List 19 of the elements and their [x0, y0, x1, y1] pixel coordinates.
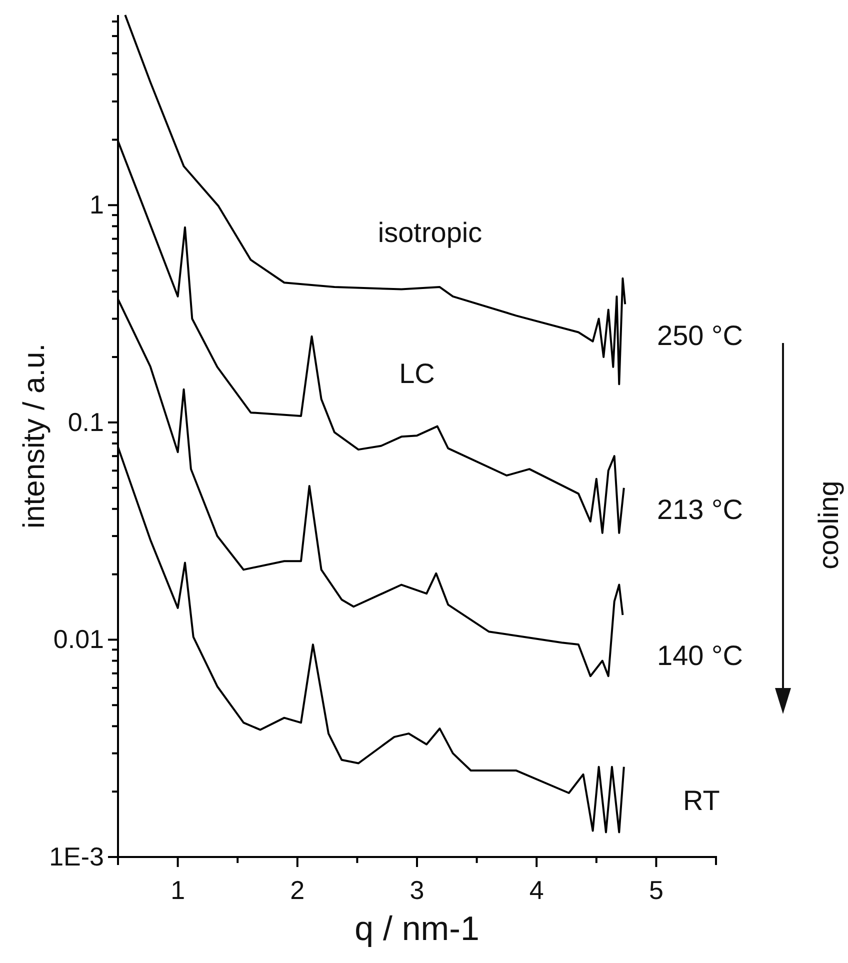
y-tick-label: 0.1 [68, 406, 104, 437]
annotation: isotropic [378, 216, 482, 248]
text: cooling [812, 480, 844, 570]
series-label: 140 °C [657, 640, 743, 671]
annotation: LC [399, 358, 435, 389]
series-label: 213 °C [657, 494, 743, 525]
x-tick-label: 2 [290, 875, 305, 906]
x-tick-label: 4 [529, 875, 544, 906]
x-axis-title: q / nm-1 [354, 910, 480, 948]
y-tick-label: 0.01 [53, 624, 104, 654]
x-tick-label: 1 [170, 875, 186, 906]
text: RT [683, 784, 720, 816]
y-tick-label: 1 [90, 189, 104, 220]
x-tick-label: 3 [410, 875, 424, 906]
series-label: 250 °C [657, 320, 743, 351]
line-series [124, 14, 626, 386]
x-tick-label: 5 [648, 875, 664, 906]
y-axis-title: intensity / a.u. [18, 343, 51, 529]
y-tick-label: 1E-3 [49, 841, 104, 872]
